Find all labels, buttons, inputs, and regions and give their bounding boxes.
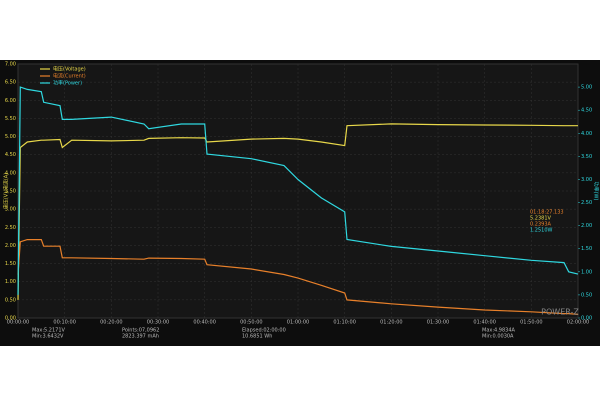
y-tick-label: 3.50 bbox=[5, 189, 16, 195]
cursor-readout: 01:18:27.133 bbox=[530, 210, 564, 216]
stat-label: Elapsed:02:00:00 bbox=[242, 328, 286, 334]
brand: POWER-Z bbox=[541, 308, 579, 317]
y-axis-label: 电压(V)/电流(A) bbox=[3, 173, 10, 209]
stat-label: Min:0.0030A bbox=[482, 334, 514, 340]
stat-label: Max:5.2171V bbox=[32, 328, 66, 334]
y-tick-label: 6.00 bbox=[5, 98, 16, 104]
series-line bbox=[17, 239, 579, 315]
legend-label: 功率(Power) bbox=[53, 80, 82, 87]
y2-tick-label: 1.00 bbox=[581, 269, 592, 275]
y-tick-label: 6.50 bbox=[5, 80, 16, 86]
stat-label: 2823.397 mAh bbox=[122, 334, 159, 340]
y2-tick-label: 0.00 bbox=[581, 316, 592, 322]
y-tick-label: 7.00 bbox=[5, 62, 16, 68]
series-line bbox=[17, 86, 579, 295]
y2-axis-label: 功率(W) bbox=[593, 182, 600, 201]
legend-label: 电压(Voltage) bbox=[53, 66, 86, 73]
x-tick-label: 00:50:00 bbox=[240, 320, 262, 326]
x-tick-label: 01:00:00 bbox=[287, 320, 309, 326]
stat-label: Max:4.9834A bbox=[482, 328, 516, 334]
y-tick-label: 3.00 bbox=[5, 207, 16, 213]
y-tick-label: 4.00 bbox=[5, 170, 16, 176]
y-tick-label: 1.50 bbox=[5, 261, 16, 267]
cursor-readout: 0.2393A bbox=[530, 222, 551, 228]
y-tick-label: 1.00 bbox=[5, 279, 16, 285]
y-tick-label: 5.50 bbox=[5, 116, 16, 122]
stat-label: 10.6851 Wh bbox=[242, 334, 272, 340]
cursor-readout: 1.2510W bbox=[530, 228, 552, 234]
stat-label: Points:07,0962 bbox=[122, 328, 159, 334]
x-tick-label: 00:00:00 bbox=[7, 320, 29, 326]
series-line bbox=[17, 123, 578, 300]
x-tick-label: 00:20:00 bbox=[100, 320, 122, 326]
y2-tick-label: 4.00 bbox=[581, 131, 592, 137]
y2-tick-label: 2.00 bbox=[581, 223, 592, 229]
x-tick-label: 01:30:00 bbox=[427, 320, 449, 326]
cursor-readout: 5.2381V bbox=[530, 216, 551, 222]
stat-label: Min:3.6432V bbox=[32, 334, 64, 340]
x-tick-label: 01:40:00 bbox=[473, 320, 495, 326]
y2-tick-label: 0.50 bbox=[581, 292, 592, 298]
y-tick-label: 2.50 bbox=[5, 225, 16, 231]
y2-tick-label: 3.00 bbox=[581, 177, 592, 183]
x-tick-label: 00:40:00 bbox=[193, 320, 215, 326]
y2-tick-label: 1.50 bbox=[581, 246, 592, 252]
y2-tick-label: 5.00 bbox=[581, 85, 592, 91]
y-tick-label: 4.50 bbox=[5, 152, 16, 158]
y-tick-label: 2.00 bbox=[5, 243, 16, 249]
y-tick-label: 5.00 bbox=[5, 134, 16, 140]
x-tick-label: 01:50:00 bbox=[520, 320, 542, 326]
y2-tick-label: 4.50 bbox=[581, 108, 592, 114]
x-tick-label: 00:30:00 bbox=[147, 320, 169, 326]
x-tick-label: 02:00:00 bbox=[567, 320, 589, 326]
x-tick-label: 01:10:00 bbox=[333, 320, 355, 326]
y2-tick-label: 3.50 bbox=[581, 154, 592, 160]
y2-tick-label: 2.50 bbox=[581, 200, 592, 206]
x-tick-label: 00:10:00 bbox=[53, 320, 75, 326]
legend-label: 电流(Current) bbox=[53, 73, 86, 80]
x-tick-label: 01:20:00 bbox=[380, 320, 402, 326]
y-tick-label: 0.50 bbox=[5, 297, 16, 303]
y-tick-label: 0.00 bbox=[5, 316, 16, 322]
